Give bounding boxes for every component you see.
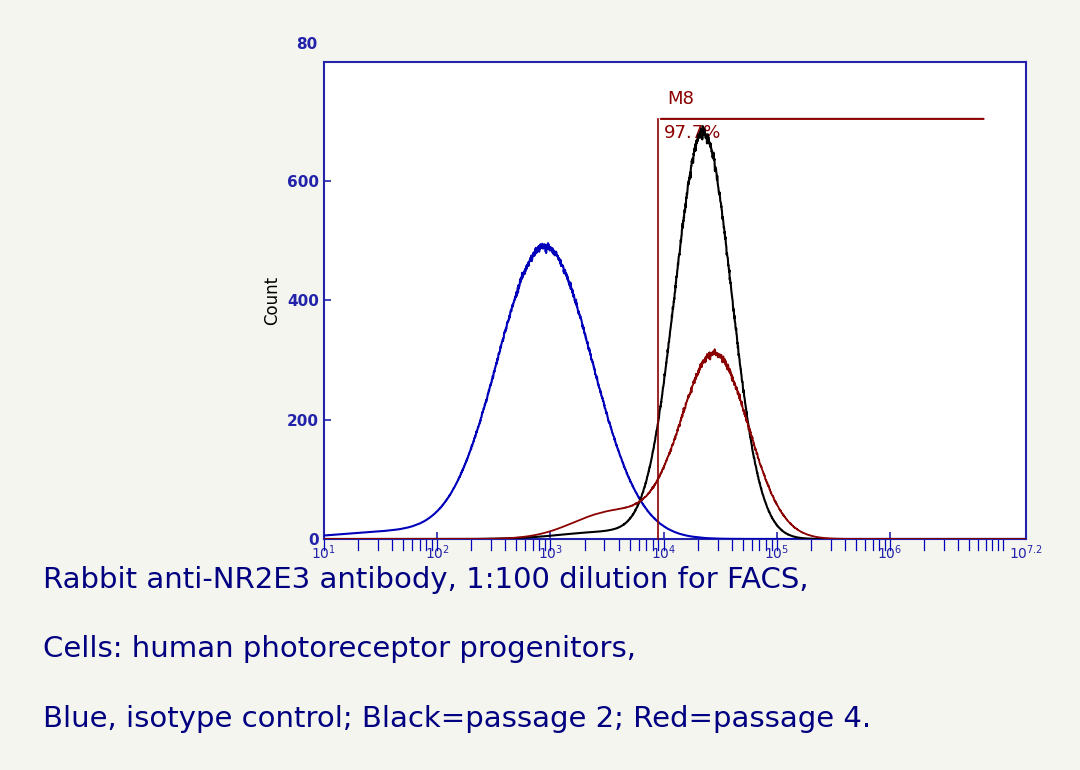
- Text: Blue, isotype control; Black=passage 2; Red=passage 4.: Blue, isotype control; Black=passage 2; …: [43, 705, 872, 732]
- Text: M8: M8: [667, 90, 694, 108]
- Text: Cells: human photoreceptor progenitors,: Cells: human photoreceptor progenitors,: [43, 635, 636, 663]
- Text: Rabbit anti-NR2E3 antibody, 1:100 dilution for FACS,: Rabbit anti-NR2E3 antibody, 1:100 diluti…: [43, 566, 809, 594]
- Text: 97.7%: 97.7%: [664, 124, 721, 142]
- Y-axis label: Count: Count: [264, 276, 282, 325]
- Text: 80: 80: [296, 37, 318, 52]
